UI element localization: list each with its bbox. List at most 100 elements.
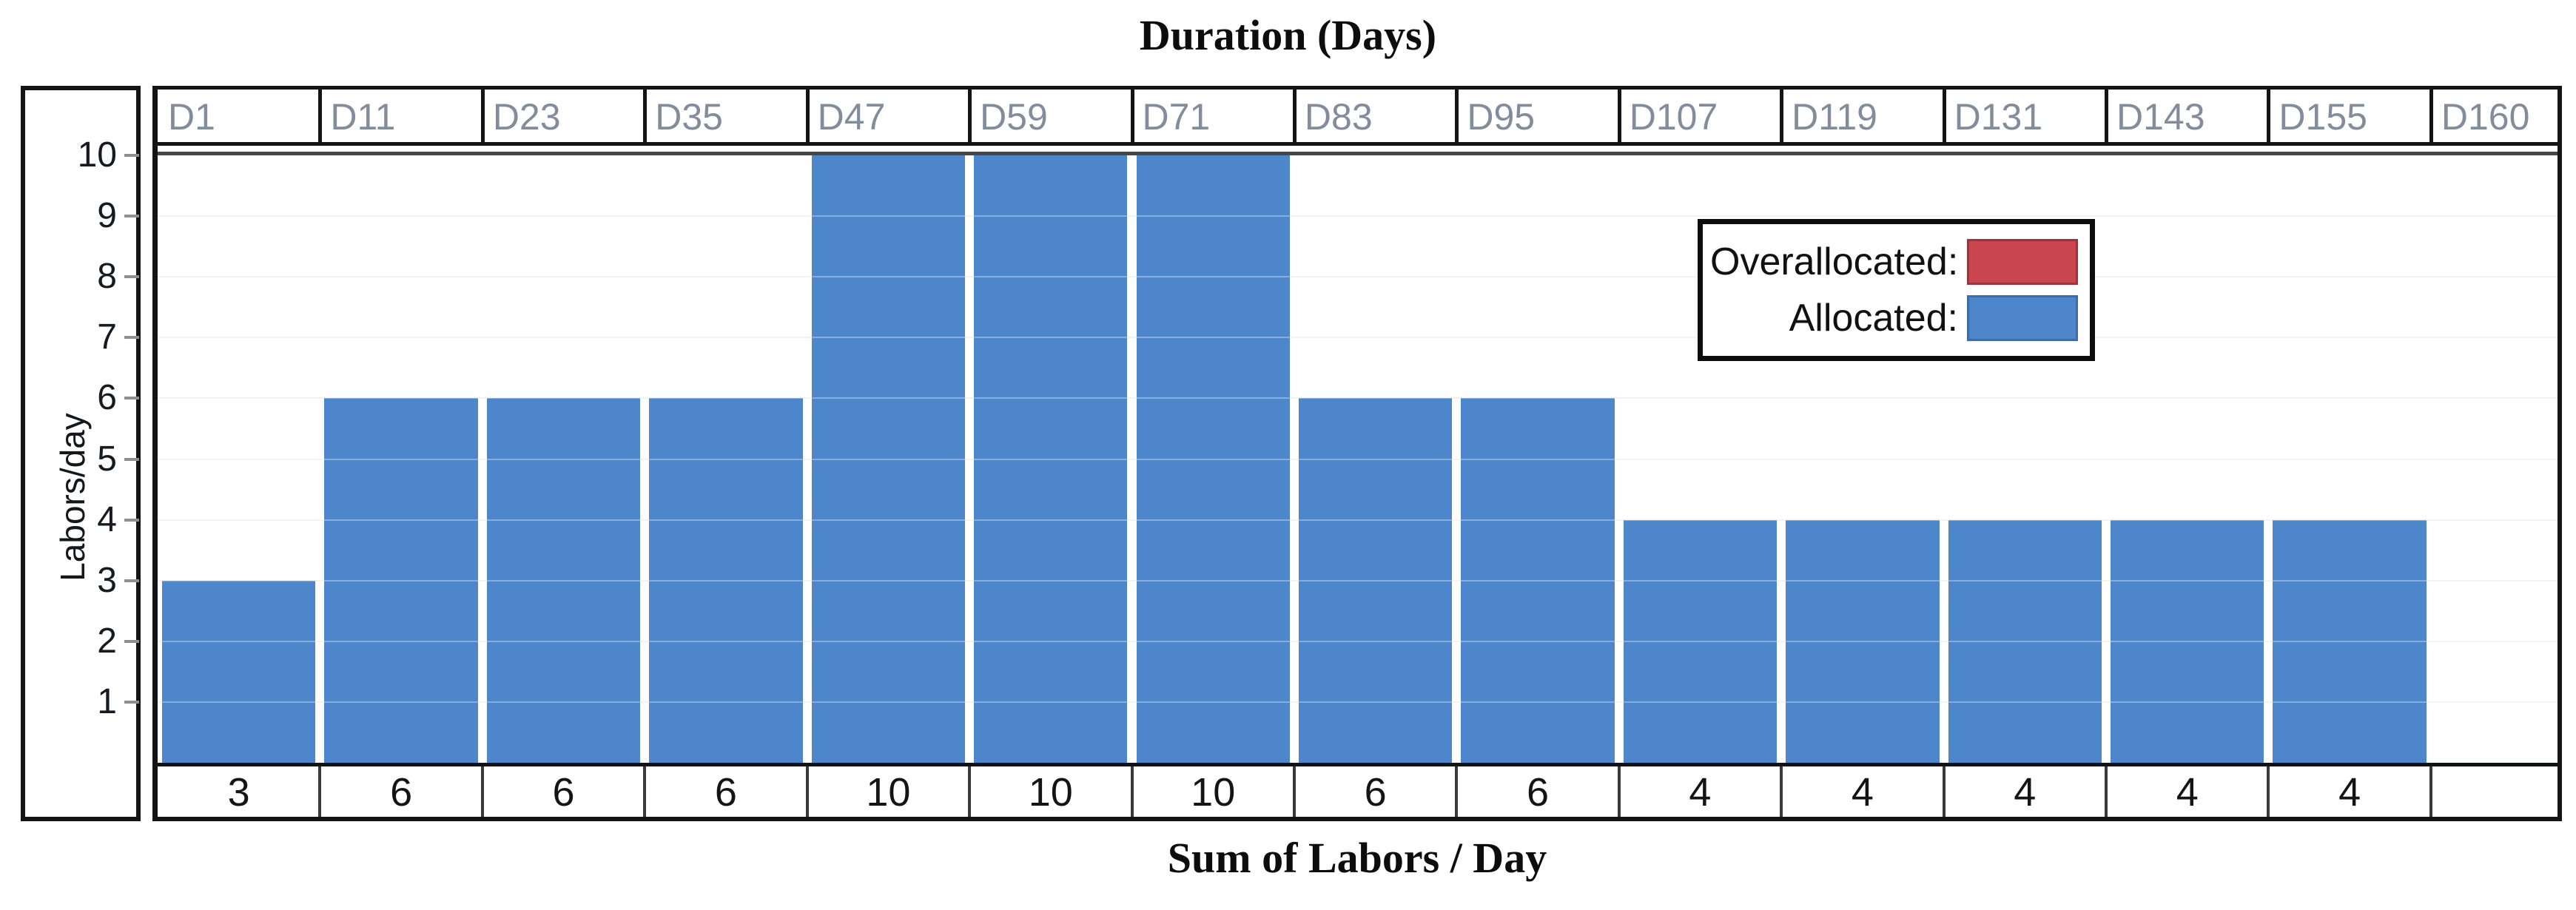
duration-cell-label: D83 — [1304, 96, 1373, 138]
sum-cell — [2431, 766, 2557, 817]
allocated-bar — [324, 398, 478, 763]
sum-cell-separator — [1942, 766, 1946, 817]
y-tick-label: 3 — [97, 560, 117, 600]
allocated-bar — [1461, 398, 1615, 763]
sum-cell: 6 — [390, 770, 413, 815]
sum-cell-separator — [968, 766, 972, 817]
gridline-overlay — [158, 215, 2557, 218]
gridline-overlay — [158, 397, 2557, 400]
sum-cell-separator — [480, 766, 484, 817]
duration-cell-label: D155 — [2279, 96, 2367, 138]
x-axis-title: Sum of Labors / Day — [1167, 834, 1547, 882]
header-cell-separator — [2105, 90, 2109, 142]
header-cell-separator — [318, 90, 323, 142]
header-cell-separator — [1942, 90, 1946, 142]
duration-cell-label: D11 — [330, 96, 396, 138]
allocated-bar — [974, 155, 1128, 763]
duration-cell-label: D95 — [1467, 96, 1536, 138]
allocated-bar — [2273, 519, 2427, 763]
overallocated-swatch — [1967, 239, 2078, 285]
header-cell-separator — [968, 90, 972, 142]
y-tick-label: 10 — [77, 135, 117, 175]
y-tick-label: 8 — [97, 257, 117, 297]
header-cell-separator — [2429, 90, 2433, 142]
allocated-bar — [2111, 519, 2264, 763]
y-tick-mark — [124, 700, 139, 704]
duration-cell-label: D119 — [1792, 96, 1877, 138]
sum-cell-separator — [1130, 766, 1134, 817]
allocated-bar — [811, 155, 966, 763]
header-cell-separator — [643, 90, 648, 142]
sum-cell: 4 — [2338, 770, 2361, 815]
y-tick-mark — [124, 336, 139, 340]
y-tick-mark — [124, 639, 139, 643]
sum-cell: 4 — [2176, 770, 2199, 815]
y-tick-mark — [124, 397, 139, 400]
y-tick-label: 7 — [97, 317, 117, 357]
legend-row: Overallocated: — [1710, 239, 2078, 285]
plot-area: Overallocated: Allocated: — [158, 155, 2557, 763]
allocated-bar — [649, 398, 803, 763]
gridline-overlay — [158, 276, 2557, 278]
y-tick-mark — [124, 275, 139, 279]
header-cell-separator — [1780, 90, 1784, 142]
duration-cell-label: D160 — [2441, 96, 2530, 138]
duration-cell-label: D59 — [980, 96, 1048, 138]
y-tick-mark — [124, 215, 139, 218]
duration-header-row: D1 D11 D23 D35 D47 D59 D71 D83 D95 D107 D119 D131 D1… — [158, 86, 2557, 146]
header-cell-separator — [1617, 90, 1621, 142]
y-tick-label: 9 — [97, 196, 117, 236]
header-cell-separator — [805, 90, 810, 142]
y-tick-mark — [124, 518, 139, 522]
gridline-overlay — [158, 337, 2557, 339]
sum-cell-separator — [1292, 766, 1296, 817]
y-tick-label: 5 — [97, 439, 117, 479]
gridline — [158, 215, 2557, 218]
sum-cell-separator — [805, 766, 809, 817]
sum-cell: 10 — [1191, 770, 1236, 815]
duration-cell-label: D71 — [1142, 96, 1211, 138]
duration-cell-label: D35 — [655, 96, 723, 138]
y-axis-panel: Labors/day 10 9 8 7 6 5 4 3 2 1 — [21, 86, 141, 821]
sum-cell: 10 — [866, 770, 911, 815]
sum-cell: 6 — [1527, 770, 1550, 815]
gridline-overlay — [158, 519, 2557, 521]
plot-frame: D1 D11 D23 D35 D47 D59 D71 D83 D95 D107 D119 D131 D1… — [152, 86, 2562, 821]
header-cell-separator — [2267, 90, 2271, 142]
allocated-bar — [1298, 398, 1453, 763]
sum-cell-separator — [1617, 766, 1621, 817]
duration-cell-label: D107 — [1629, 96, 1718, 138]
sum-cell-separator — [1455, 766, 1459, 817]
y-axis-label: Labors/day — [53, 413, 92, 582]
gridline-overlay — [158, 579, 2557, 582]
header-cell-separator — [1130, 90, 1134, 142]
sum-cell: 6 — [714, 770, 737, 815]
plot-top-rule — [158, 152, 2557, 155]
legend-row: Allocated: — [1710, 295, 2078, 341]
duration-cell-label: D1 — [168, 96, 215, 138]
sum-cell: 3 — [227, 770, 250, 815]
allocated-bar — [1786, 519, 1940, 763]
gridline — [158, 337, 2557, 339]
sum-cell: 4 — [1851, 770, 1874, 815]
allocated-swatch — [1967, 295, 2078, 341]
y-tick-label: 1 — [97, 681, 117, 721]
gridline-overlay — [158, 458, 2557, 460]
y-tick-label: 4 — [97, 499, 117, 539]
allocated-bar — [1948, 519, 2102, 763]
sum-cell: 6 — [552, 770, 575, 815]
allocated-bar — [1136, 155, 1290, 763]
duration-cell-label: D131 — [1954, 96, 2043, 138]
legend-label-overallocated: Overallocated: — [1710, 240, 1959, 283]
sum-cell: 6 — [1364, 770, 1387, 815]
chart-title: Duration (Days) — [1139, 11, 1437, 59]
sum-cell-separator — [318, 766, 322, 817]
sum-cell-separator — [2105, 766, 2108, 817]
allocated-bar — [162, 580, 316, 763]
y-tick-mark — [124, 457, 139, 461]
y-tick-label: 6 — [97, 378, 117, 418]
sum-cell-separator — [2267, 766, 2270, 817]
duration-cell-label: D47 — [817, 96, 886, 138]
gridline-overlay — [158, 640, 2557, 642]
